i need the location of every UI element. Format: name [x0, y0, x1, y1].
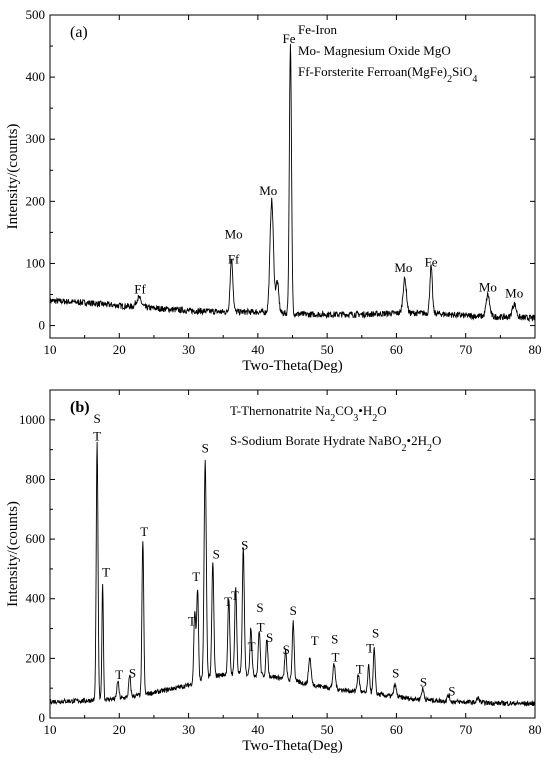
peak-label: Mo [394, 260, 412, 275]
peak-label: S [93, 411, 100, 426]
y-tick-label: 400 [26, 69, 46, 84]
x-axis-title: Two-Theta(Deg) [242, 738, 343, 754]
peak-label: T [192, 569, 200, 584]
peak-label: S [202, 441, 209, 456]
x-tick-label: 50 [321, 722, 334, 737]
peak-label: Mo [259, 183, 277, 198]
peak-label: T [140, 524, 148, 539]
peak-label: S [213, 546, 220, 561]
peak-label: T [188, 614, 196, 629]
y-axis-title: Intensity/(counts) [5, 124, 21, 230]
xrd-pattern-line [49, 441, 536, 708]
x-tick-label: 10 [44, 722, 57, 737]
x-tick-label: 50 [321, 342, 334, 357]
peak-label: T [231, 588, 239, 603]
legend-entry: Ff-Forsterite Ferroan(MgFe)2SiO4 [298, 64, 477, 85]
x-tick-label: 70 [459, 342, 472, 357]
x-tick-label: 70 [459, 722, 472, 737]
peak-label: S [420, 675, 427, 690]
peak-label: Mo [225, 227, 243, 242]
y-tick-label: 800 [26, 471, 46, 486]
peak-label: T [115, 667, 123, 682]
x-tick-label: 10 [44, 342, 57, 357]
panel-b: 10 20 30 40 50 60 70 8002004006008001000Two-The… [5, 389, 542, 754]
y-tick-label: 400 [26, 591, 46, 606]
y-axis-title: Intensity/(counts) [5, 501, 21, 607]
peak-label: T [248, 639, 256, 654]
x-tick-label: 80 [529, 722, 542, 737]
legend-entry: Mo- Magnesium Oxide MgO [298, 43, 451, 58]
peak-label: S [266, 630, 273, 645]
peak-label: T [311, 633, 319, 648]
y-tick-label: 0 [39, 710, 46, 725]
peak-label: S [283, 642, 290, 657]
y-tick-label: 500 [26, 7, 46, 22]
legend-entry: Fe-Iron [298, 22, 337, 37]
y-tick-label: 0 [39, 318, 46, 333]
y-tick-label: 100 [26, 255, 46, 270]
y-tick-label: 200 [26, 650, 46, 665]
peak-label: S [372, 625, 379, 640]
peak-label: S [392, 666, 399, 681]
peak-label: Ff [228, 251, 240, 266]
peak-label: T [356, 661, 364, 676]
peak-label: S [290, 603, 297, 618]
y-tick-label: 1000 [19, 412, 45, 427]
y-tick-label: 200 [26, 193, 46, 208]
x-axis-title: Two-Theta(Deg) [242, 358, 343, 374]
peak-label: T [331, 649, 339, 664]
x-tick-label: 60 [390, 342, 403, 357]
xrd-pattern-line [49, 43, 536, 323]
peak-label: Mo [505, 286, 523, 301]
x-tick-label: 30 [182, 342, 195, 357]
peak-label: S [129, 666, 136, 681]
peak-label: T [93, 429, 101, 444]
peak-label: T [366, 640, 374, 655]
x-tick-label: 40 [251, 722, 264, 737]
y-tick-label: 300 [26, 131, 46, 146]
legend-entry: T-Thernonatrite Na2CO3•H2O [230, 403, 387, 424]
peak-label: S [241, 538, 248, 553]
peak-label: S [331, 631, 338, 646]
x-tick-label: 20 [113, 722, 126, 737]
peak-label: Ff [134, 281, 146, 296]
peak-label: Mo [479, 279, 497, 294]
x-tick-label: 30 [182, 722, 195, 737]
x-tick-label: 40 [251, 342, 264, 357]
peak-label: Fe [283, 31, 296, 46]
x-tick-label: 60 [390, 722, 403, 737]
peak-label: Fe [425, 255, 438, 270]
legend-entry: S-Sodium Borate Hydrate NaBO2•2H2O [230, 433, 441, 454]
peak-label: T [102, 564, 110, 579]
panel-a: 10 20 30 40 50 60 70 80 0 100 200 300 400 500 Two-Thet… [5, 7, 542, 374]
panel-label: (b) [70, 399, 90, 416]
y-tick-label: 600 [26, 531, 46, 546]
peak-label: T [257, 620, 265, 635]
peak-label: T [224, 594, 232, 609]
x-tick-label: 20 [113, 342, 126, 357]
peak-label: S [448, 684, 455, 699]
panel-label: (a) [70, 24, 88, 41]
peak-label: S [256, 600, 263, 615]
x-tick-label: 80 [529, 342, 542, 357]
